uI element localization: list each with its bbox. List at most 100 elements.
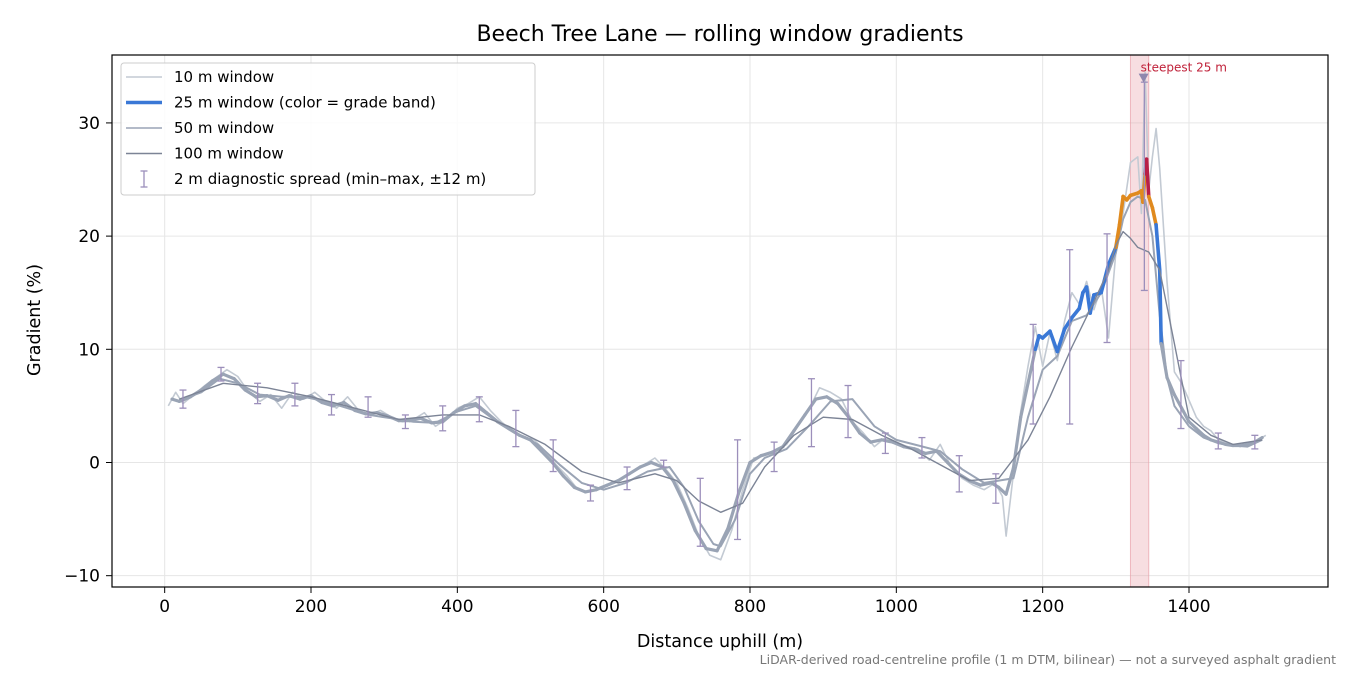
series-segment-25m xyxy=(934,449,950,465)
x-tick-label: 800 xyxy=(734,597,766,617)
series-segment-25m xyxy=(682,501,697,533)
error-bar xyxy=(807,378,815,448)
y-tick-label: 0 xyxy=(89,453,100,473)
series-segment-25m xyxy=(243,388,258,399)
series-segment-25m xyxy=(737,460,752,494)
error-bar xyxy=(734,439,742,541)
series-segment-25m xyxy=(1077,290,1085,311)
series-segment-25m xyxy=(1194,426,1206,437)
error-bar xyxy=(1214,432,1222,450)
error-bar xyxy=(327,393,335,416)
series-segment-25m xyxy=(430,420,445,425)
x-axis-label: Distance uphill (m) xyxy=(637,632,803,652)
series-segment-25m xyxy=(814,395,829,401)
y-tick-label: 20 xyxy=(78,227,100,247)
series-segment-25m xyxy=(517,433,533,442)
series-segment-25m xyxy=(748,454,763,465)
series-segment-25m xyxy=(1187,420,1198,431)
error-bar xyxy=(955,455,963,493)
grid xyxy=(112,55,1328,587)
series-segment-25m xyxy=(945,460,961,476)
series-segment-25m xyxy=(1146,194,1155,210)
series-segment-25m xyxy=(528,438,544,453)
series-segment-25m xyxy=(1026,347,1037,385)
x-tick-label: 400 xyxy=(441,597,473,617)
series-segment-25m xyxy=(221,372,236,381)
series-segment-25m xyxy=(967,479,983,487)
legend-item: 100 m window xyxy=(126,145,284,163)
series-segment-25m xyxy=(1157,268,1163,346)
series-segment-25m xyxy=(474,402,489,415)
series-line-100m xyxy=(179,230,1263,513)
diagnostic-error-bars xyxy=(179,81,1259,547)
legend-label: 100 m window xyxy=(174,145,284,163)
series-segment-25m xyxy=(891,440,906,449)
series-segment-25m xyxy=(715,526,730,553)
legend-label: 50 m window xyxy=(174,119,274,137)
series-segment-25m xyxy=(561,474,577,489)
series-segment-25m xyxy=(923,449,939,456)
series-segment-25m xyxy=(649,460,664,469)
error-bar xyxy=(844,384,852,439)
series-segment-25m xyxy=(594,483,609,492)
error-bar xyxy=(992,473,1000,504)
series-segment-25m xyxy=(869,438,884,444)
y-tick-label: −10 xyxy=(64,567,100,587)
x-tick-label: 600 xyxy=(587,597,619,617)
legend-item: 2 m diagnostic spread (min–max, ±12 m) xyxy=(140,170,486,188)
error-bar xyxy=(918,436,926,459)
legend-item: 10 m window xyxy=(126,68,274,86)
error-bar xyxy=(254,382,262,405)
series-segment-25m xyxy=(671,479,686,505)
series-segment-25m xyxy=(803,397,818,417)
series-segment-25m xyxy=(605,479,620,487)
error-bar xyxy=(401,414,409,430)
series-segment-25m xyxy=(1117,194,1125,227)
series-segment-25m xyxy=(550,460,566,478)
series-segment-25m xyxy=(1019,381,1030,419)
series-segment-25m xyxy=(1150,206,1158,227)
series-segment-25m xyxy=(627,465,642,476)
y-tick-label: 10 xyxy=(78,340,100,360)
series-segment-25m xyxy=(506,426,522,437)
y-tick-label: 30 xyxy=(78,114,100,134)
series-segment-25m xyxy=(485,411,500,424)
series-segment-25m xyxy=(1033,333,1041,352)
error-bar xyxy=(1103,233,1111,344)
series-segment-25m xyxy=(408,416,423,423)
series-segment-25m xyxy=(353,408,368,416)
error-bar xyxy=(364,396,372,418)
error-bar xyxy=(623,466,631,491)
x-tick-label: 0 xyxy=(159,597,170,617)
series-segment-25m xyxy=(419,416,434,425)
error-bar xyxy=(291,382,299,407)
series-segment-25m xyxy=(463,402,478,408)
legend-label: 2 m diagnostic spread (min–max, ±12 m) xyxy=(174,170,486,188)
series-segment-25m xyxy=(452,404,467,415)
series-segment-25m xyxy=(276,394,291,402)
error-bar xyxy=(586,484,594,502)
series-segment-25m xyxy=(1055,327,1067,354)
series-segment-25m xyxy=(1048,329,1060,354)
error-bar xyxy=(1066,249,1074,425)
series-segment-25m xyxy=(572,485,587,494)
steepest-annotation: steepest 25 m xyxy=(1138,61,1227,83)
series-segment-25m xyxy=(825,395,840,406)
legend-label: 25 m window (color = grade band) xyxy=(174,94,436,112)
series-segment-25m xyxy=(978,481,994,487)
x-tick-label: 1200 xyxy=(1021,597,1064,617)
series-segment-25m xyxy=(1070,306,1082,320)
series-segment-25m xyxy=(638,460,653,469)
error-bar xyxy=(1177,359,1185,430)
plot-frame xyxy=(111,54,1329,588)
steepest-marker-icon xyxy=(1138,73,1149,83)
series-segment-25m xyxy=(539,449,555,465)
series-segment-25m xyxy=(858,431,873,444)
series-segment-25m xyxy=(913,447,928,456)
series-segment-25m xyxy=(836,402,851,419)
error-bar xyxy=(881,432,889,455)
series-segment-25m xyxy=(199,379,214,392)
series-segment-25m xyxy=(1011,415,1023,470)
steepest-annotation-label: steepest 25 m xyxy=(1141,61,1227,75)
